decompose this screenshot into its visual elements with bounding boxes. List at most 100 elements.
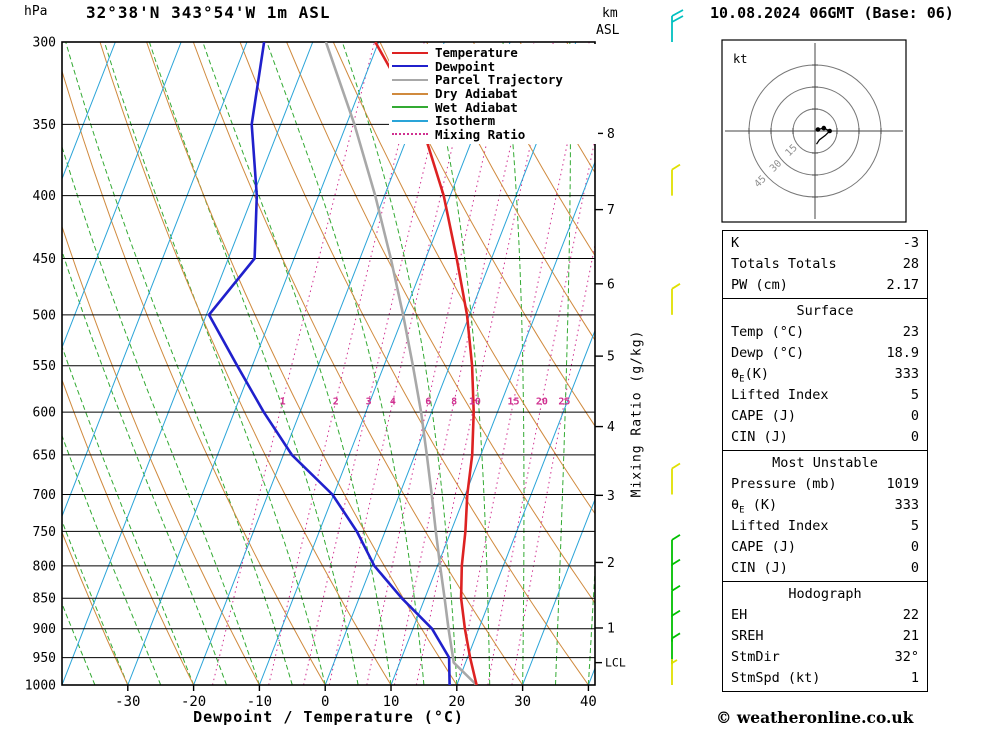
stats-section-title: Hodograph	[788, 586, 862, 602]
svg-text:10: 10	[469, 396, 481, 407]
svg-text:300: 300	[33, 36, 56, 51]
svg-text:-10: -10	[247, 694, 272, 710]
svg-text:30: 30	[514, 694, 531, 710]
svg-text:550: 550	[33, 359, 56, 374]
stat-row: PW (cm) 2.17	[723, 275, 927, 296]
svg-text:20: 20	[536, 396, 548, 407]
datetime-label: 10.08.2024 06GMT (Base: 06)	[710, 4, 954, 22]
dewpoint-curve	[207, 42, 451, 685]
stat-value: 0	[910, 560, 919, 576]
stat-row: Totals Totals 28	[723, 254, 927, 275]
wind-barb	[671, 462, 681, 495]
svg-text:-30: -30	[115, 694, 140, 710]
svg-text:25: 25	[558, 396, 570, 407]
wind-barb	[671, 659, 678, 685]
stat-value: -3	[902, 235, 919, 251]
pressure-lines	[61, 41, 596, 686]
page-title: 32°38'N 343°54'W 1m ASL	[86, 3, 331, 22]
legend-label: Mixing Ratio	[435, 126, 526, 142]
legend-label: Dry Adiabat	[435, 86, 518, 102]
wind-barb	[671, 584, 681, 617]
svg-text:450: 450	[33, 252, 56, 267]
stat-value: 5	[910, 387, 919, 403]
svg-text:600: 600	[33, 406, 56, 421]
svg-text:-20: -20	[181, 694, 206, 710]
stat-label: CAPE (J)	[731, 539, 797, 555]
wind-barb	[671, 9, 684, 42]
legend-item: Dewpoint	[392, 58, 598, 74]
wind-barb	[671, 558, 681, 591]
legend-label: Isotherm	[435, 113, 496, 129]
svg-text:2: 2	[607, 556, 615, 571]
stat-value: 32°	[894, 649, 919, 665]
pressure-unit-label: hPa	[24, 4, 48, 19]
svg-text:800: 800	[33, 559, 56, 574]
stats-section: Most Unstable Pressure (mb) 1019 θE (K) 333 L…	[723, 450, 927, 581]
axis-labels: 3003504004505005506006507007508008509009…	[25, 36, 626, 711]
stat-label: Temp (°C)	[731, 324, 805, 340]
stat-row: Lifted Index 5	[723, 385, 927, 406]
svg-text:650: 650	[33, 448, 56, 463]
stat-row: CIN (J) 0	[723, 558, 927, 579]
wind-barb	[671, 283, 681, 315]
km-axis-unit: km	[602, 6, 618, 21]
svg-text:0: 0	[321, 694, 329, 710]
svg-text:5: 5	[607, 350, 615, 365]
stat-row: StmDir 32°	[723, 647, 927, 668]
legend-item: Temperature	[392, 45, 598, 61]
legend-label: Temperature	[435, 45, 518, 61]
stat-label: StmDir	[731, 649, 780, 665]
mixing-ratio-axis-label: Mixing Ratio (g/kg)	[629, 329, 645, 498]
svg-text:500: 500	[33, 308, 56, 323]
stat-row: CIN (J) 0	[723, 427, 927, 448]
svg-text:1: 1	[607, 621, 615, 636]
stat-label: Totals Totals	[731, 256, 837, 272]
stat-value: 18.9	[886, 345, 919, 361]
svg-text:700: 700	[33, 488, 56, 503]
svg-text:750: 750	[33, 525, 56, 540]
legend-item: Dry Adiabat	[392, 86, 598, 102]
legend-line-sample	[392, 51, 428, 54]
svg-text:950: 950	[33, 651, 56, 666]
stat-value: 333	[894, 366, 919, 382]
stat-row: CAPE (J) 0	[723, 406, 927, 427]
stat-row: Temp (°C) 23	[723, 322, 927, 343]
stats-section: K -3 Totals Totals 28 PW (cm) 2.17	[723, 231, 927, 298]
stat-value: 28	[902, 256, 919, 272]
svg-text:1000: 1000	[25, 679, 56, 694]
stats-section: Hodograph EH 22 SREH 21 StmDir 32° StmSpd (kt) 1	[723, 581, 927, 691]
parcel-trajectory-curve	[324, 42, 478, 685]
legend-line-sample	[392, 133, 428, 136]
svg-text:40: 40	[580, 694, 597, 710]
stat-label: Dewp (°C)	[731, 345, 805, 361]
svg-text:7: 7	[607, 203, 615, 218]
svg-text:10: 10	[383, 694, 400, 710]
stat-label: CIN (J)	[731, 560, 788, 576]
stat-value: 1	[910, 670, 919, 686]
stat-label: StmSpd (kt)	[731, 670, 821, 686]
legend-line-sample	[392, 78, 428, 81]
stat-value: 22	[902, 607, 919, 623]
stats-section: Surface Temp (°C) 23 Dewp (°C) 18.9 θE(K) 333 L…	[723, 298, 927, 450]
stat-value: 2.17	[886, 277, 919, 293]
copyright: © weatheronline.co.uk	[716, 708, 914, 727]
stat-row: StmSpd (kt) 1	[723, 668, 927, 689]
stat-label: SREH	[731, 628, 764, 644]
legend-label: Wet Adiabat	[435, 99, 518, 115]
legend-label: Dewpoint	[435, 58, 496, 74]
svg-text:8: 8	[607, 127, 615, 142]
stat-row: Dewp (°C) 18.9	[723, 343, 927, 364]
stat-value: 21	[902, 628, 919, 644]
legend-item: Isotherm	[392, 113, 598, 129]
legend-line-sample	[392, 65, 428, 68]
stat-row: Lifted Index 5	[723, 516, 927, 537]
sounding-curves	[207, 42, 478, 685]
stat-value: 0	[910, 429, 919, 445]
svg-text:LCL: LCL	[605, 656, 626, 670]
stat-row: Pressure (mb) 1019	[723, 474, 927, 495]
stat-label: K	[731, 235, 740, 251]
stat-row: θE(K) 333	[723, 364, 927, 385]
svg-text:3: 3	[366, 396, 372, 407]
stat-value: 333	[894, 497, 919, 513]
